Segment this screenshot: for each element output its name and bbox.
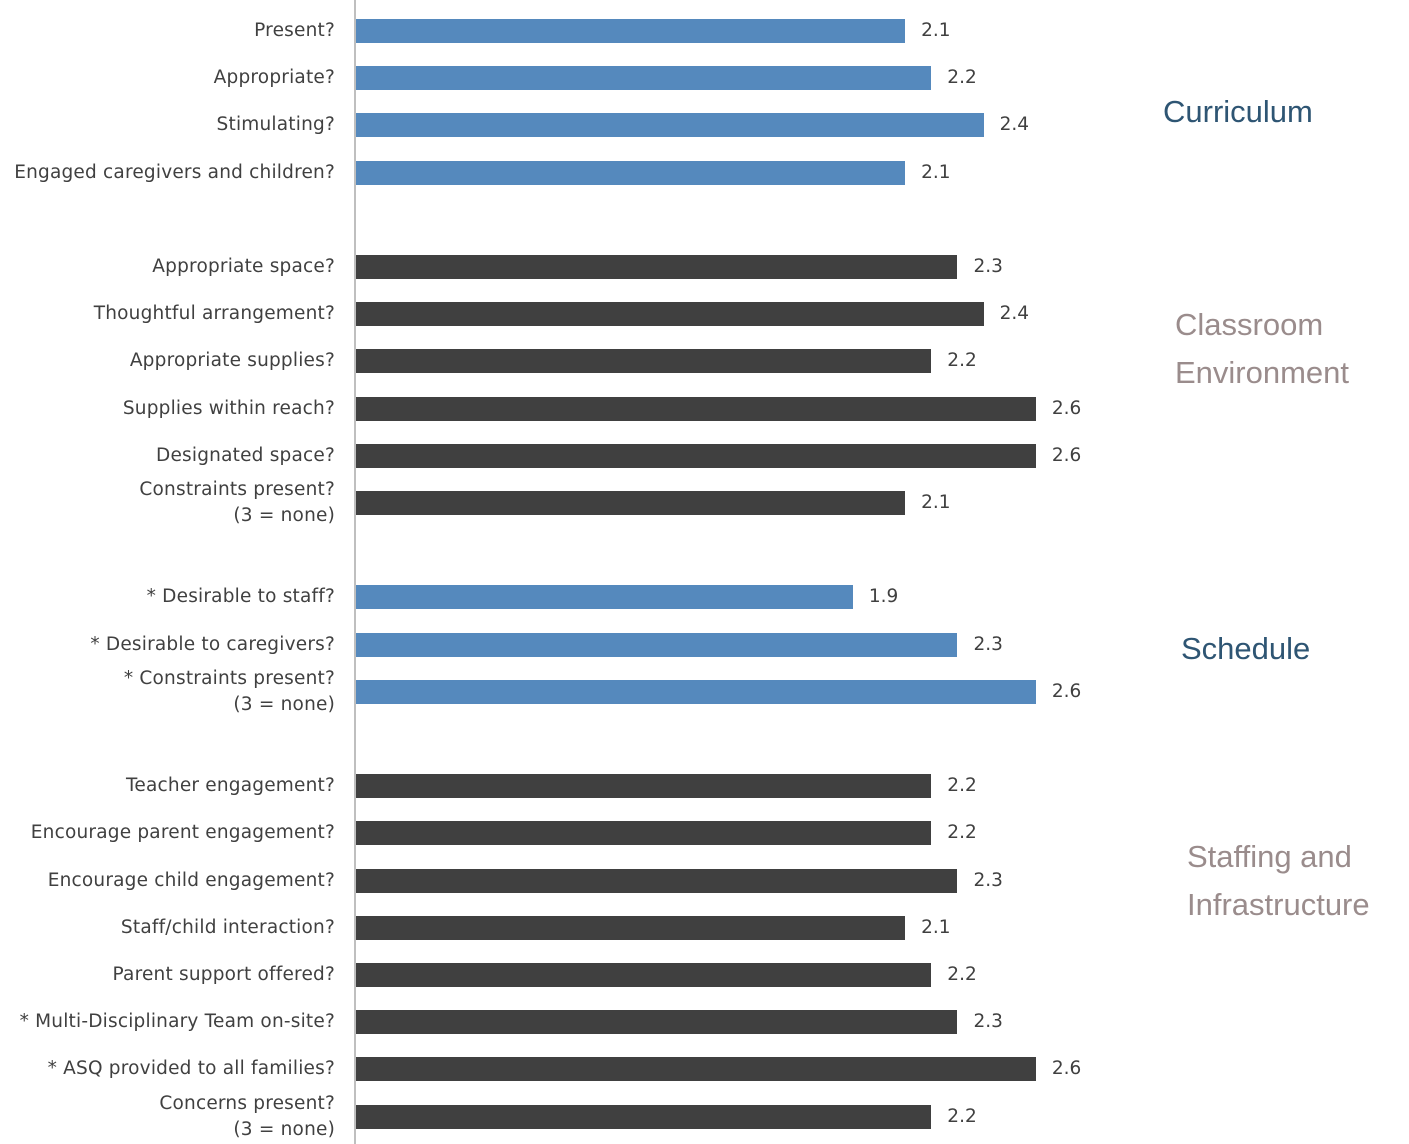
bar-label: Encourage child engagement? <box>47 869 335 891</box>
bar-value-label: 2.3 <box>973 1011 1003 1033</box>
bar-value-label: 2.4 <box>999 303 1030 325</box>
section-label: Staffing and Infrastructure <box>1187 839 1370 922</box>
bar-label: Appropriate supplies? <box>129 350 335 372</box>
bar-label: Supplies within reach? <box>122 397 335 419</box>
bar-value-label: 2.2 <box>947 822 977 844</box>
bar <box>356 821 932 846</box>
bar <box>356 113 984 138</box>
bar-label: Stimulating? <box>216 114 335 136</box>
bar-value-label: 2.2 <box>947 67 977 89</box>
section-label: Curriculum <box>1163 94 1313 129</box>
category-axis-line <box>354 0 356 1144</box>
bar-label: Engaged caregivers and children? <box>14 161 335 183</box>
bar <box>356 963 932 987</box>
bar-value-label: 2.6 <box>1051 1058 1082 1080</box>
section-label: Schedule <box>1181 631 1311 666</box>
bar-value-label: 2.3 <box>973 633 1003 655</box>
bar-label: Thoughtful arrangement? <box>93 303 335 325</box>
bar <box>356 585 853 610</box>
bar-value-label: 2.3 <box>973 256 1003 277</box>
bar-label: Parent support offered? <box>112 964 335 985</box>
bar-value-label: 2.4 <box>999 114 1030 136</box>
bar <box>356 349 932 374</box>
bar-label: Constraints present? (3 = none) <box>139 479 335 526</box>
bar-value-label: 2.2 <box>947 1105 977 1127</box>
bar <box>356 302 984 327</box>
bar <box>356 443 1036 468</box>
bar-value-label: 2.1 <box>921 20 951 41</box>
bar-value-label: 2.1 <box>921 916 951 938</box>
bar <box>356 491 906 515</box>
section-label: Classroom Environment <box>1175 307 1350 390</box>
bar <box>356 679 1036 704</box>
bar-value-label: 2.6 <box>1051 444 1082 466</box>
bar <box>356 255 958 279</box>
bar-value-label: 2.2 <box>947 350 977 372</box>
bar-value-label: 2.1 <box>921 161 951 183</box>
bar-value-label: 2.3 <box>973 869 1003 891</box>
bar-label: Concerns present? (3 = none) <box>159 1092 335 1140</box>
bar-label: * Desirable to staff? <box>146 586 335 608</box>
bar <box>356 396 1036 421</box>
bar-value-label: 2.2 <box>947 775 977 797</box>
bar-label: Appropriate space? <box>152 256 335 277</box>
bar-label: Staff/child interaction? <box>120 916 335 938</box>
bar-label: Designated space? <box>156 444 335 466</box>
bar-label: * Multi-Disciplinary Team on-site? <box>19 1011 335 1033</box>
bar <box>356 774 932 799</box>
bar-label: Teacher engagement? <box>126 775 335 797</box>
bar-label: Present? <box>254 20 335 41</box>
bar <box>356 632 958 657</box>
bar-value-label: 2.6 <box>1051 680 1082 702</box>
bar-label: * Desirable to caregivers? <box>90 633 335 655</box>
bar <box>356 1010 958 1035</box>
bar-label: Appropriate? <box>213 67 335 89</box>
bar <box>356 66 932 91</box>
bar-label: * ASQ provided to all families? <box>47 1058 335 1080</box>
bar <box>356 19 906 43</box>
bar <box>356 868 958 893</box>
bar-value-label: 1.9 <box>868 586 899 608</box>
bar <box>356 160 906 185</box>
bar <box>356 1104 932 1129</box>
bar-value-label: 2.6 <box>1051 397 1082 419</box>
bar <box>356 1057 1036 1082</box>
bar-label: * Constraints present? (3 = none) <box>123 667 335 715</box>
bar <box>356 915 906 940</box>
bar-value-label: 2.2 <box>947 964 977 985</box>
bar-label: Encourage parent engagement? <box>30 822 335 844</box>
bar-value-label: 2.1 <box>921 492 951 513</box>
